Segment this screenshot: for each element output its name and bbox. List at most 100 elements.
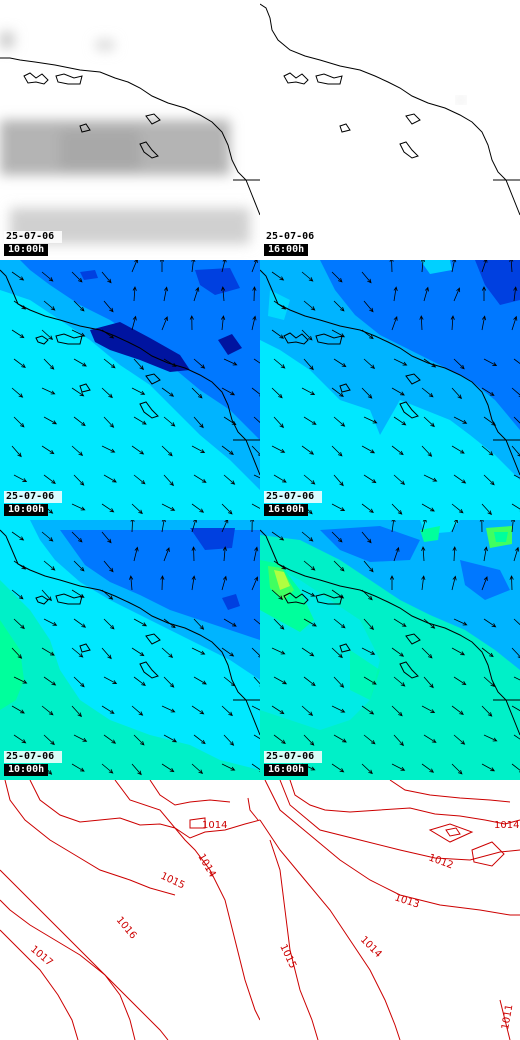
wind-arrow (101, 647, 112, 660)
wind-arrow (163, 286, 169, 302)
humidity-core (190, 528, 235, 550)
wind-arrow (421, 445, 433, 457)
cloud-map-svg (0, 32, 260, 244)
wind-arrow (391, 503, 403, 515)
wind-arrow (41, 589, 52, 602)
wind-arrow (163, 618, 176, 629)
wind-arrow (273, 474, 287, 483)
wind-arrow (41, 329, 54, 340)
wind-arrow (423, 618, 436, 629)
date-label: 25-07-06 (264, 751, 322, 763)
wind-arrow (393, 286, 398, 302)
wind-arrow (481, 286, 487, 301)
wind-arrow (221, 445, 234, 455)
wind-arrow (393, 358, 408, 366)
wind-arrow (73, 474, 85, 486)
wind-arrow (223, 618, 237, 627)
wind-arrow (513, 546, 520, 562)
wind-core (475, 260, 520, 305)
wind-map-1000: 25-07-06 10:00h (0, 260, 260, 520)
wind-arrow (163, 416, 176, 427)
humidity-band-high (0, 620, 24, 710)
humidity-band-dry (260, 520, 520, 670)
wind-arrow (221, 387, 236, 396)
pressure-map-svg: 1014 1014 1015 1016 1017 (0, 780, 260, 1040)
wind-arrow (453, 618, 468, 626)
wind-arrow (131, 260, 139, 273)
wind-arrow (303, 416, 317, 425)
wind-arrow (273, 676, 288, 685)
wind-core (195, 268, 240, 295)
wind-arrow (303, 676, 316, 687)
wind-arrow (483, 416, 497, 426)
timestamp: 25-07-06 10:00h (4, 751, 62, 776)
wind-arrow (361, 271, 372, 284)
wind-arrow (451, 520, 458, 533)
wind-arrow (423, 416, 435, 428)
wind-arrow (41, 387, 56, 395)
humidity-core (222, 594, 240, 610)
wind-arrow (481, 647, 494, 658)
wind-arrow (509, 260, 514, 273)
wind-arrow (43, 358, 55, 370)
wind-arrow (421, 705, 436, 714)
humidity-band-drier (460, 560, 510, 600)
wind-arrow (481, 315, 487, 331)
wind-arrow (253, 676, 260, 687)
cloud-field (456, 96, 466, 104)
wind-arrow (101, 763, 114, 774)
wind-arrow (73, 358, 87, 367)
isobar-label: 1017 (28, 944, 55, 969)
isobar-label: 1014 (195, 852, 217, 880)
wind-band-high (20, 260, 260, 440)
wind-arrow (13, 618, 25, 630)
wind-arrow (71, 531, 83, 543)
wind-arrow (161, 503, 176, 511)
wind-arrow (131, 647, 145, 657)
wind-arrow (301, 387, 316, 396)
timestamp: 25-07-06 10:00h (4, 491, 62, 516)
humidity-band-high (494, 532, 508, 542)
wind-arrow (481, 576, 488, 591)
wind-arrows (11, 520, 260, 776)
wind-arrow (191, 647, 206, 655)
wind-arrow (41, 705, 54, 716)
wind-arrow (361, 763, 373, 775)
wind-arrow (451, 503, 464, 514)
wind-arrow (421, 763, 435, 773)
wind-arrow (13, 300, 27, 310)
wind-arrow (191, 387, 203, 399)
wind-arrow (453, 287, 461, 302)
wind-arrow (511, 520, 516, 533)
wind-arrow (301, 329, 313, 341)
wind-arrow (361, 503, 374, 513)
wind-arrow (331, 445, 343, 457)
wind-arrow (43, 300, 56, 311)
wind-arrow (391, 520, 396, 533)
wind-arrow (451, 763, 463, 775)
humidity-band-high (350, 650, 380, 700)
wind-core-light (420, 260, 452, 274)
wind-arrow (423, 676, 434, 689)
wind-arrow (163, 358, 177, 367)
wind-arrow (331, 531, 343, 543)
wind-arrow (253, 474, 260, 479)
wind-arrow (452, 546, 457, 562)
wind-arrow (389, 260, 394, 273)
wind-arrow (131, 387, 146, 395)
wind-arrow (251, 387, 260, 397)
wind-arrow (220, 286, 226, 302)
wind-arrow (421, 387, 434, 398)
wind-arrow (43, 618, 58, 626)
wind-arrow (161, 445, 173, 457)
wind-arrow (513, 676, 520, 681)
wind-arrow (103, 474, 117, 483)
humidity-map-svg (260, 520, 520, 780)
wind-arrow (253, 618, 260, 625)
wind-arrow (13, 474, 28, 483)
wind-arrow (483, 618, 497, 628)
wind-arrow (393, 416, 407, 426)
wind-arrow (11, 445, 22, 458)
wind-arrow (161, 705, 176, 713)
wind-arrow (163, 474, 174, 487)
